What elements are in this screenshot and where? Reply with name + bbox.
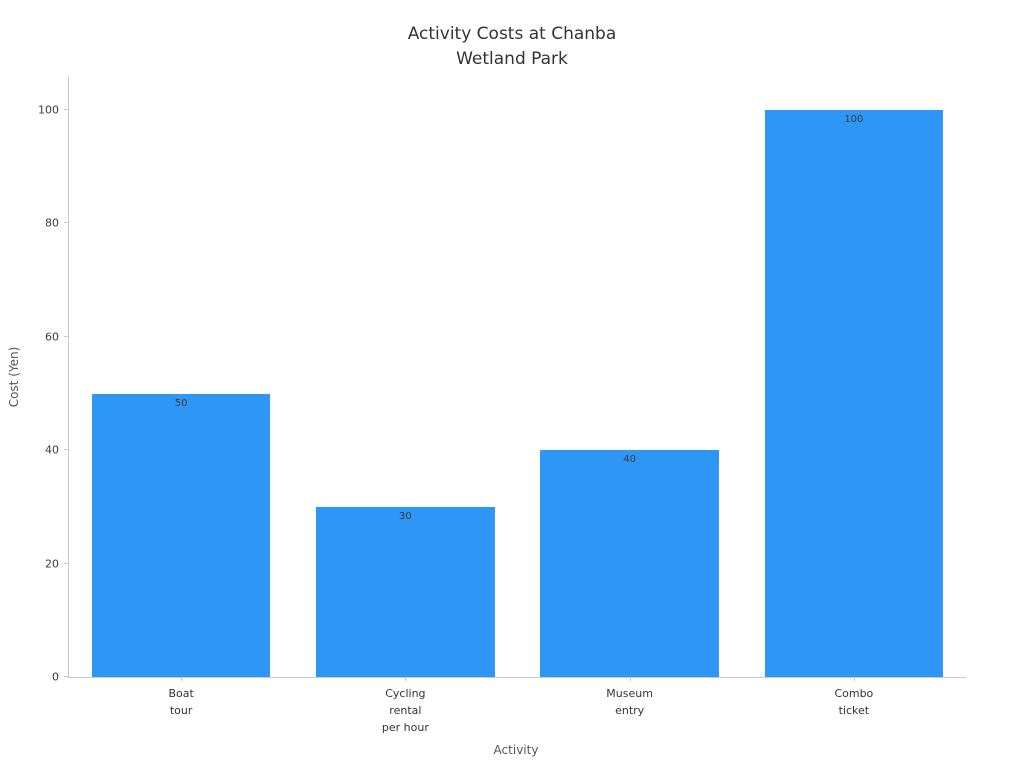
bar: 100 — [764, 110, 943, 677]
y-tick-label: 100 — [38, 103, 59, 117]
x-axis-label: Activity — [493, 743, 539, 757]
y-tick-mark — [64, 676, 69, 677]
y-tick-label: 40 — [45, 443, 59, 457]
chart-title: Activity Costs at Chanba Wetland Park — [0, 22, 1024, 71]
y-tick-mark — [64, 562, 69, 564]
bar-value-label: 30 — [399, 510, 412, 522]
y-tick-mark — [64, 109, 69, 111]
chart-title-line-1: Activity Costs at Chanba — [407, 24, 617, 44]
bar-value-label: 40 — [623, 454, 636, 466]
y-tick-mark — [64, 222, 69, 224]
x-tick-mark — [405, 677, 407, 681]
plot-area: 50 30 40 100 0 20 40 60 80 100 Boat tour Cycling rent… — [38, 76, 966, 734]
y-tick-label: 20 — [45, 557, 59, 571]
x-tick-mark — [853, 677, 855, 681]
x-tick-mark — [181, 677, 183, 681]
bar-value-label: 50 — [174, 397, 188, 409]
bar: 50 — [91, 393, 271, 677]
y-tick-mark — [64, 449, 69, 451]
y-tick-label: 60 — [45, 330, 59, 344]
y-tick-label: 0 — [52, 670, 59, 684]
bar-value-label: 100 — [844, 114, 864, 126]
y-axis-label: Cost (Yen) — [7, 346, 21, 408]
x-tick-label: Museum entry — [606, 687, 653, 718]
bar: 30 — [316, 506, 495, 677]
x-tick-label: Cycling rental per hour — [381, 687, 429, 735]
chart-title-line-2: Wetland Park — [456, 48, 568, 69]
y-tick-label: 80 — [45, 216, 59, 230]
x-tick-label: Boat tour — [168, 687, 194, 718]
x-tick-mark — [629, 677, 631, 681]
x-tick-label: Combo ticket — [834, 687, 874, 718]
y-tick-mark — [64, 335, 69, 337]
bar: 40 — [540, 450, 719, 677]
